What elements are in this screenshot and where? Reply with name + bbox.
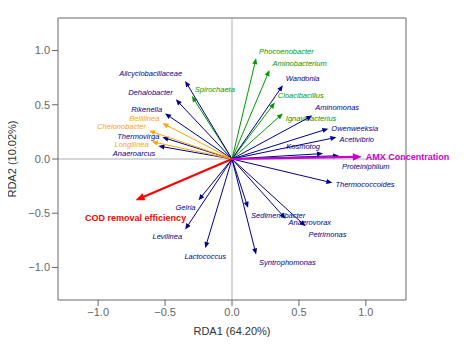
svg-text:Anaeroarcus: Anaeroarcus bbox=[112, 149, 156, 158]
svg-text:1.0: 1.0 bbox=[35, 44, 50, 56]
svg-text:−0.5: −0.5 bbox=[28, 207, 50, 219]
svg-text:−0.5: −0.5 bbox=[154, 306, 176, 318]
svg-text:Aminobacterium: Aminobacterium bbox=[271, 59, 326, 68]
svg-text:0.0: 0.0 bbox=[224, 306, 239, 318]
svg-text:Gelria: Gelria bbox=[176, 203, 196, 212]
svg-text:Acetivibrio: Acetivibrio bbox=[338, 135, 374, 144]
svg-text:Ignavibacterius: Ignavibacterius bbox=[286, 114, 337, 123]
svg-text:Thermococcoides: Thermococcoides bbox=[335, 180, 394, 189]
svg-text:Levilinea: Levilinea bbox=[153, 232, 183, 241]
svg-text:Alicyclobacillaceae: Alicyclobacillaceae bbox=[118, 69, 182, 78]
svg-text:Dehalobacter: Dehalobacter bbox=[128, 88, 173, 97]
svg-text:Chelonobacter: Chelonobacter bbox=[97, 122, 146, 131]
svg-text:Kosmotog: Kosmotog bbox=[286, 142, 321, 151]
svg-text:−1.0: −1.0 bbox=[28, 261, 50, 273]
svg-text:Phocoenobacter: Phocoenobacter bbox=[259, 47, 314, 56]
svg-text:Proteiniphilum: Proteiniphilum bbox=[342, 162, 390, 171]
svg-text:Sedimentibacter: Sedimentibacter bbox=[251, 211, 306, 221]
svg-text:0.5: 0.5 bbox=[291, 306, 306, 318]
svg-text:Longilinea: Longilinea bbox=[114, 140, 148, 149]
svg-text:Petrimonas: Petrimonas bbox=[309, 230, 347, 239]
svg-text:AMX Concentration: AMX Concentration bbox=[366, 152, 450, 162]
svg-text:Anaerovorax: Anaerovorax bbox=[288, 218, 332, 227]
svg-text:COD removal efficiency: COD removal efficiency bbox=[85, 213, 186, 223]
svg-text:Rikenella: Rikenella bbox=[131, 105, 162, 114]
svg-text:0.0: 0.0 bbox=[35, 153, 50, 165]
svg-text:Bellilinea: Bellilinea bbox=[129, 113, 160, 123]
svg-text:Cloacibacillus: Cloacibacillus bbox=[278, 91, 324, 100]
svg-text:RDA2 (10.02%): RDA2 (10.02%) bbox=[8, 120, 18, 197]
svg-text:Syntrophomonas: Syntrophomonas bbox=[259, 258, 316, 267]
svg-text:Lactococcus: Lactococcus bbox=[184, 252, 226, 261]
svg-text:Thermovirga: Thermovirga bbox=[117, 131, 160, 141]
svg-text:Spirochaeta: Spirochaeta bbox=[195, 85, 235, 94]
svg-text:Owenweeksia: Owenweeksia bbox=[331, 124, 378, 133]
svg-text:Aminomonas: Aminomonas bbox=[314, 103, 359, 112]
svg-text:0.5: 0.5 bbox=[35, 99, 50, 111]
svg-text:Wandonia: Wandonia bbox=[286, 74, 320, 83]
svg-text:1.0: 1.0 bbox=[358, 306, 373, 318]
svg-text:−1.0: −1.0 bbox=[87, 306, 109, 318]
svg-text:RDA1 (64.20%): RDA1 (64.20%) bbox=[193, 325, 270, 337]
